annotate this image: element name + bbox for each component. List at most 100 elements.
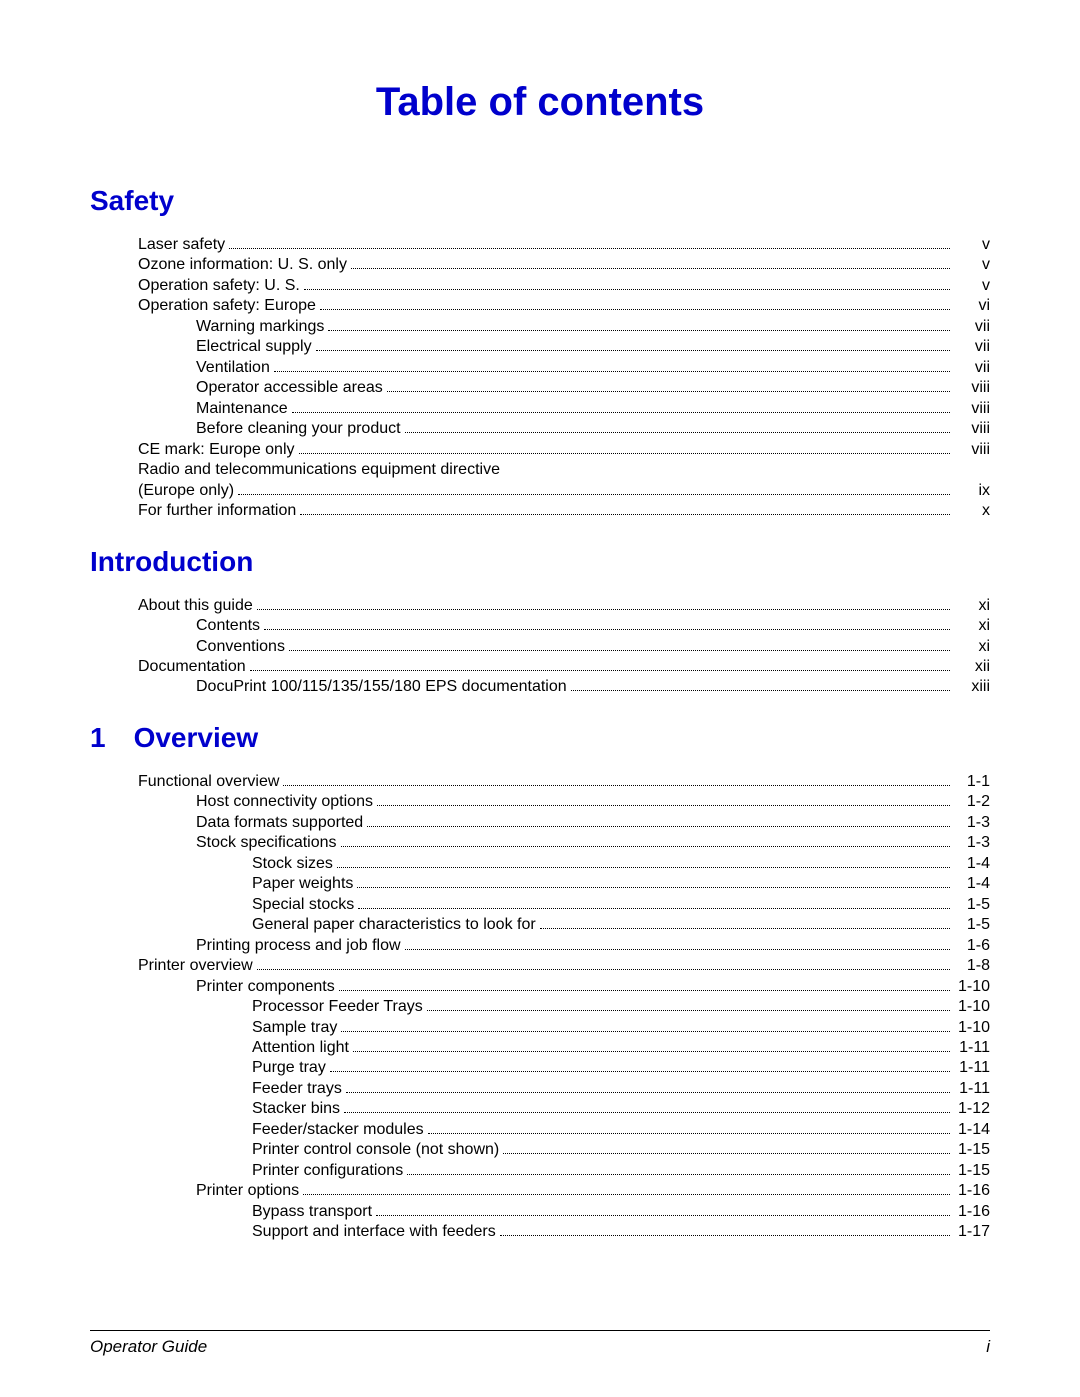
page-footer: Operator Guide i xyxy=(90,1330,990,1357)
toc-leader xyxy=(500,1235,950,1236)
toc-entry-text: Maintenance xyxy=(196,399,288,419)
toc-entry-text: Bypass transport xyxy=(252,1202,372,1222)
toc-entry: Stock specifications 1-3 xyxy=(90,833,990,853)
toc-leader xyxy=(238,494,950,495)
section-heading: Safety xyxy=(90,185,990,217)
toc-leader xyxy=(540,928,950,929)
toc-leader xyxy=(328,330,950,331)
toc-entry-page: 1-16 xyxy=(954,1181,990,1201)
toc-entry-text: Operator accessible areas xyxy=(196,378,383,398)
toc-leader xyxy=(407,1174,950,1175)
toc-entry-text: Radio and telecommunications equipment d… xyxy=(138,460,500,480)
toc-entry: Functional overview 1-1 xyxy=(90,772,990,792)
toc-entry-text: Printer control console (not shown) xyxy=(252,1140,499,1160)
toc-leader xyxy=(320,309,950,310)
toc-entry-text: Operation safety: U. S. xyxy=(138,276,300,296)
toc-leader xyxy=(503,1153,950,1154)
toc-entry-page: vii xyxy=(954,337,990,357)
toc-leader xyxy=(304,289,950,290)
toc-leader xyxy=(257,969,950,970)
toc-leader xyxy=(330,1071,950,1072)
toc-leader xyxy=(274,371,950,372)
toc-entry-page: 1-11 xyxy=(954,1058,990,1078)
toc-entry: Paper weights 1-4 xyxy=(90,874,990,894)
page-title: Table of contents xyxy=(90,80,990,125)
toc-leader xyxy=(303,1194,950,1195)
toc-entry-page: v xyxy=(954,255,990,275)
toc-entry-text: Ozone information: U. S. only xyxy=(138,255,347,275)
toc-entry: Warning markings vii xyxy=(90,317,990,337)
toc-entry-text: Laser safety xyxy=(138,235,225,255)
toc-entry-page: 1-11 xyxy=(954,1079,990,1099)
toc-entry: Contents xi xyxy=(90,616,990,636)
toc-entry-page: 1-10 xyxy=(954,1018,990,1038)
toc-entry: Ozone information: U. S. only v xyxy=(90,255,990,275)
toc-entry-text: General paper characteristics to look fo… xyxy=(252,915,536,935)
toc-entry-text: Documentation xyxy=(138,657,246,677)
toc-entry-text: Conventions xyxy=(196,637,285,657)
toc-entry: Host connectivity options 1-2 xyxy=(90,792,990,812)
toc-entry-page: 1-6 xyxy=(954,936,990,956)
toc-entry-text: Printing process and job flow xyxy=(196,936,401,956)
toc-entry-text: Electrical supply xyxy=(196,337,312,357)
toc-leader xyxy=(387,391,950,392)
toc-entry-text: Stock specifications xyxy=(196,833,337,853)
toc-entry: Printer configurations 1-15 xyxy=(90,1161,990,1181)
toc-entry: Bypass transport 1-16 xyxy=(90,1202,990,1222)
toc-entry-page: xi xyxy=(954,596,990,616)
toc-entry: Documentation xii xyxy=(90,657,990,677)
toc-entry-text: Purge tray xyxy=(252,1058,326,1078)
footer-left: Operator Guide xyxy=(90,1337,207,1357)
toc-entry-text: Printer components xyxy=(196,977,335,997)
toc-entry: Attention light 1-11 xyxy=(90,1038,990,1058)
toc-entry-text: Stacker bins xyxy=(252,1099,340,1119)
toc-entry-text: Processor Feeder Trays xyxy=(252,997,423,1017)
toc-entry-page: vii xyxy=(954,358,990,378)
toc-entry-text: Stock sizes xyxy=(252,854,333,874)
toc-entry: Printing process and job flow 1-6 xyxy=(90,936,990,956)
toc-leader xyxy=(357,887,950,888)
toc-entry-page: viii xyxy=(954,419,990,439)
toc-entry-text: Before cleaning your product xyxy=(196,419,401,439)
toc-entry: Operation safety: U. S. v xyxy=(90,276,990,296)
toc-entry: General paper characteristics to look fo… xyxy=(90,915,990,935)
toc-entry-page: 1-5 xyxy=(954,915,990,935)
toc-entry: Support and interface with feeders 1-17 xyxy=(90,1222,990,1242)
toc-entry: Electrical supply vii xyxy=(90,337,990,357)
toc-entry-page: xiii xyxy=(954,677,990,697)
toc-entry-page: v xyxy=(954,276,990,296)
toc-leader xyxy=(367,826,950,827)
toc-entry: Feeder/stacker modules 1-14 xyxy=(90,1120,990,1140)
toc-entry-text: Feeder trays xyxy=(252,1079,342,1099)
toc-entry-text: Paper weights xyxy=(252,874,353,894)
toc-entry: Stacker bins 1-12 xyxy=(90,1099,990,1119)
section-heading: Introduction xyxy=(90,546,990,578)
toc-entry-page: 1-4 xyxy=(954,854,990,874)
toc-entry-text: Sample tray xyxy=(252,1018,337,1038)
toc-entry-text: Feeder/stacker modules xyxy=(252,1120,424,1140)
toc-entry-page: 1-10 xyxy=(954,977,990,997)
toc-entry: Printer components 1-10 xyxy=(90,977,990,997)
toc-leader xyxy=(351,268,950,269)
toc-leader xyxy=(344,1112,950,1113)
toc-entry-page: vii xyxy=(954,317,990,337)
toc-entry-text: About this guide xyxy=(138,596,253,616)
toc-entry-text: Host connectivity options xyxy=(196,792,373,812)
toc-entry-page: 1-5 xyxy=(954,895,990,915)
toc-entry-text: For further information xyxy=(138,501,296,521)
toc-entry: Conventions xi xyxy=(90,637,990,657)
toc-entry-text: Contents xyxy=(196,616,260,636)
toc-entry: (Europe only) ix xyxy=(90,481,990,501)
toc-entry: Printer control console (not shown) 1-15 xyxy=(90,1140,990,1160)
toc-entry: Operation safety: Europe vi xyxy=(90,296,990,316)
toc-entry-page: 1-1 xyxy=(954,772,990,792)
toc-leader xyxy=(405,432,950,433)
toc-leader xyxy=(264,629,950,630)
toc-entry-page: viii xyxy=(954,399,990,419)
toc-leader xyxy=(229,248,950,249)
toc-leader xyxy=(300,514,950,515)
toc-entry-page: ix xyxy=(954,481,990,501)
toc-entry: Sample tray 1-10 xyxy=(90,1018,990,1038)
toc-entry-text: Printer options xyxy=(196,1181,299,1201)
toc-entry-text: Printer overview xyxy=(138,956,253,976)
